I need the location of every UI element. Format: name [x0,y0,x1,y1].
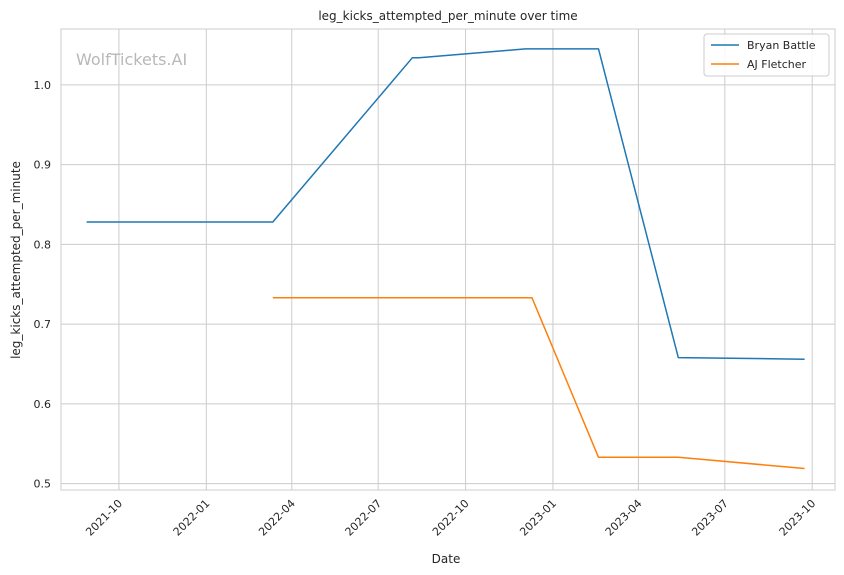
y-tick-label: 0.9 [34,159,52,172]
series-lines [86,48,805,470]
legend-label: Bryan Battle [747,39,816,52]
y-tick-label: 0.5 [34,478,52,491]
y-tick-label: 0.6 [34,398,52,411]
chart-title: leg_kicks_attempted_per_minute over time [318,9,577,23]
y-axis-label: leg_kicks_attempted_per_minute [9,161,23,359]
y-tick-label: 1.0 [34,79,52,92]
series-line-1 [272,297,805,470]
legend: Bryan Battle AJ Fletcher [703,33,830,77]
x-axis-label: Date [432,552,461,566]
y-tick-label: 0.8 [34,238,52,251]
series-line-0 [86,48,805,360]
watermark: WolfTickets.AI [76,50,187,69]
y-tick-label: 0.7 [34,318,52,331]
y-axis-ticks: 0.5 0.6 0.7 0.8 0.9 1.0 [34,79,52,491]
grid-lines [61,29,835,490]
plot-frame [60,28,836,491]
legend-label: AJ Fletcher [747,58,807,71]
